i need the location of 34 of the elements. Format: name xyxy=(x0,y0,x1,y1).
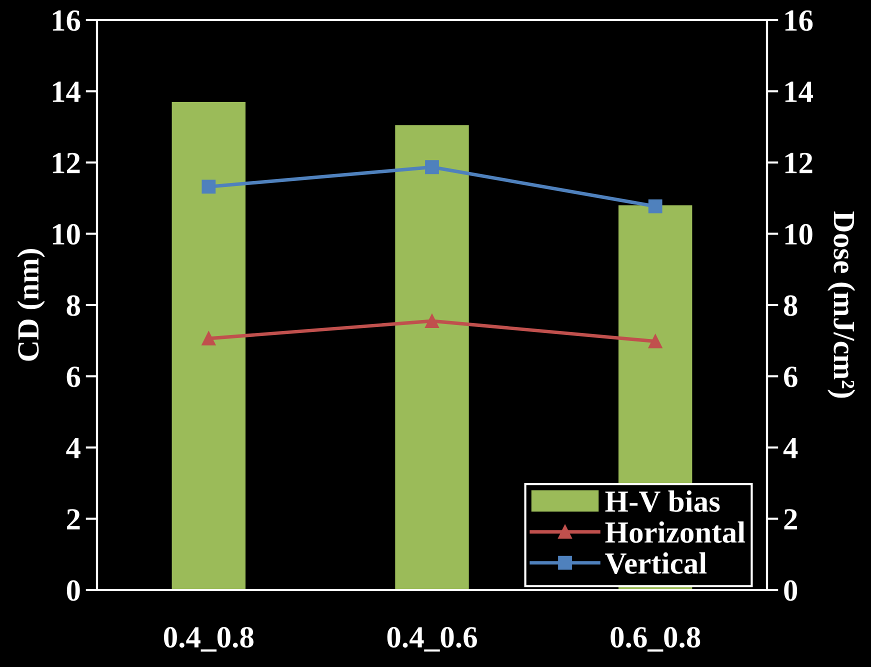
point xyxy=(648,334,662,348)
y2-tick-label: 4 xyxy=(783,438,798,458)
y-tick-label: 12 xyxy=(52,152,80,174)
y-tick-label: 6 xyxy=(66,366,80,388)
y2-tick-label: 6 xyxy=(784,366,798,388)
y2-tick-label: 8 xyxy=(784,295,798,316)
y-tick-label: 4 xyxy=(66,438,80,458)
y2-axis-title: Dose (mJ/cm²) xyxy=(827,211,856,398)
y2-tick-label: 0 xyxy=(784,580,798,601)
point xyxy=(648,199,662,214)
legend-label: H-V bias xyxy=(605,490,720,512)
y2-tick-label: 16 xyxy=(785,10,813,31)
y2-tick-label: 10 xyxy=(785,224,812,245)
y2-tick-label: 12 xyxy=(785,152,812,174)
y-axis-title: CD (nm) xyxy=(17,249,45,361)
y2-tick-label: 2 xyxy=(784,509,797,530)
y-tick-label: 16 xyxy=(52,10,80,31)
y-tick-label: 2 xyxy=(67,509,80,530)
bar xyxy=(395,125,469,590)
y2-tick-label: 14 xyxy=(785,82,813,102)
legend-label: Vertical xyxy=(605,552,707,574)
legend-label: Horizontal xyxy=(605,521,746,543)
point xyxy=(202,180,216,194)
x-tick-label: 0.6_0.8 xyxy=(610,626,700,652)
x-tick-label: 0.4_0.8 xyxy=(164,626,254,652)
y-tick-label: 14 xyxy=(52,82,80,102)
y-tick-label: 10 xyxy=(52,224,80,245)
y-tick-label: 0 xyxy=(66,580,80,601)
point xyxy=(425,314,439,328)
point xyxy=(425,160,439,174)
x-tick-label: 0.4_0.6 xyxy=(387,626,477,652)
y-tick-label: 8 xyxy=(66,295,80,316)
point xyxy=(202,332,216,346)
bar xyxy=(172,102,246,590)
